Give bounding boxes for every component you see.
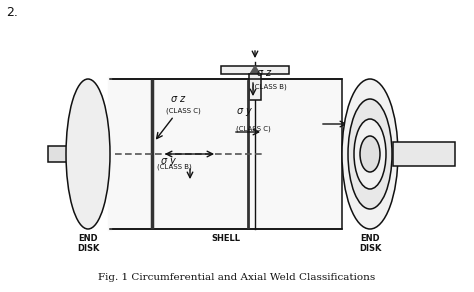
Ellipse shape bbox=[354, 119, 386, 189]
Bar bbox=[110, 79, 342, 229]
Text: $\sigma$ y: $\sigma$ y bbox=[160, 156, 177, 168]
Text: END
DISK: END DISK bbox=[77, 234, 99, 253]
Text: (CLASS B): (CLASS B) bbox=[252, 83, 287, 90]
Text: END
DISK: END DISK bbox=[359, 234, 381, 253]
Ellipse shape bbox=[342, 79, 398, 229]
Bar bbox=[48, 146, 88, 162]
Text: (CLASS C): (CLASS C) bbox=[166, 107, 201, 114]
Bar bbox=[221, 66, 289, 74]
Bar bbox=[393, 142, 455, 166]
Text: SHELL: SHELL bbox=[211, 234, 240, 243]
Text: (CLASS B): (CLASS B) bbox=[157, 164, 192, 171]
Text: 2.: 2. bbox=[6, 6, 18, 19]
Polygon shape bbox=[250, 66, 260, 74]
Ellipse shape bbox=[348, 99, 392, 209]
Ellipse shape bbox=[66, 79, 110, 229]
Text: (CLASS C): (CLASS C) bbox=[236, 125, 271, 131]
Bar bbox=[249, 74, 261, 100]
Ellipse shape bbox=[360, 136, 380, 172]
Text: $\sigma$ y: $\sigma$ y bbox=[236, 106, 253, 118]
Text: $\sigma$ z: $\sigma$ z bbox=[170, 94, 187, 104]
Text: $\sigma$ z: $\sigma$ z bbox=[256, 68, 273, 78]
Text: Fig. 1 Circumferential and Axial Weld Classifications: Fig. 1 Circumferential and Axial Weld Cl… bbox=[99, 273, 375, 282]
